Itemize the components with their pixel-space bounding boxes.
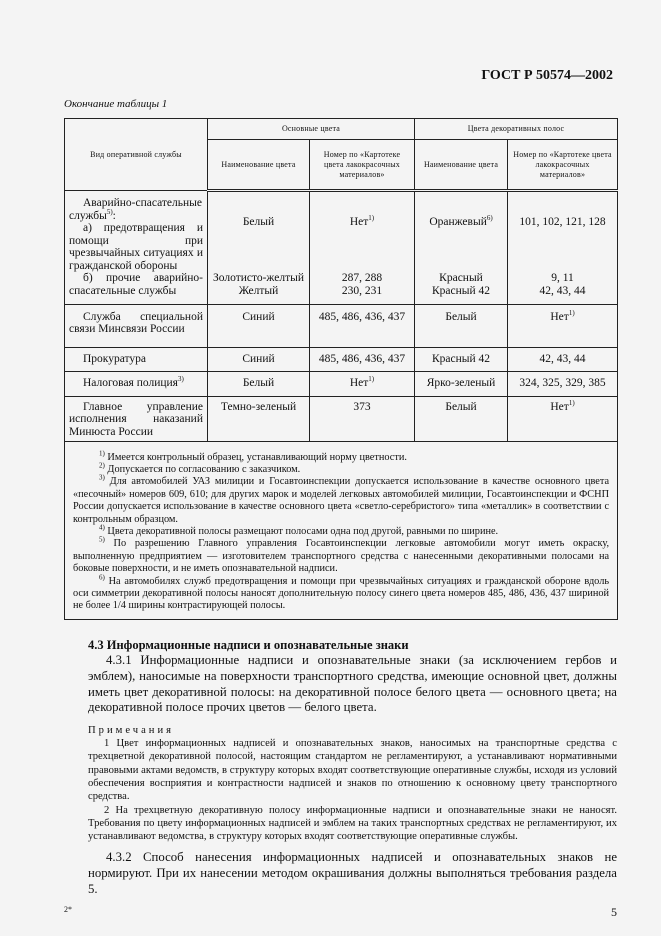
stripe-color-number: Нет1) <box>507 303 619 348</box>
main-color-name: Темно-зеленый <box>207 395 310 442</box>
table-row: б) прочие аварийно-спасательные службы З… <box>64 272 619 305</box>
paragraph-text: 4.3.2 Способ нанесения информационных на… <box>88 850 617 896</box>
header-stripe-colors: Цвета декоративных полос <box>414 118 619 140</box>
header-stripe-name: Наименование цвета <box>414 139 509 192</box>
page-body: Вид оперативной службы Основные цвета Цв… <box>63 118 619 920</box>
header-main-colors: Основные цвета <box>206 118 416 140</box>
footnote: 6) На автомобилях служб предотвращения и… <box>73 573 610 612</box>
service-cell: Главное управление исполнения наказаний … <box>64 395 208 442</box>
table-row: Налоговая полиция3) Белый Нет1) Ярко-зел… <box>64 370 619 397</box>
service-cell: б) прочие аварийно-спасательные службы <box>64 272 208 305</box>
main-color-number: Нет1) <box>308 370 416 397</box>
section-heading: 4.3 Информационные надписи и опознавател… <box>88 637 409 652</box>
footnote: 4) Цвета декоративной полосы размещают п… <box>99 523 499 537</box>
header-service: Вид оперативной службы <box>64 118 208 191</box>
stripe-color-number: Нет1) <box>507 395 619 442</box>
stripe-color-name: Белый <box>414 395 509 442</box>
color-table: Вид оперативной службы Основные цвета Цв… <box>63 118 619 620</box>
footnote: 1) Имеется контрольный образец, устанавл… <box>99 449 407 463</box>
main-color-number: 485, 486, 436, 437 <box>308 346 416 372</box>
stripe-color-name: Красный Красный 42 <box>414 272 509 305</box>
main-color-name: Синий <box>207 303 310 348</box>
stripe-color-number: 324, 325, 329, 385 <box>507 370 619 397</box>
section-4-3: 4.3 Информационные надписи и опознавател… <box>88 638 617 716</box>
stripe-color-number: 9, 11 42, 43, 44 <box>507 272 619 305</box>
table-caption: Окончание таблицы 1 <box>64 98 168 110</box>
header-stripe-number: Номер по «Картотеке цвета лакокрасочных … <box>507 139 619 192</box>
main-color-number: 373 <box>308 395 416 442</box>
footnote: 5) По разрешению Главного управления Гос… <box>73 535 610 575</box>
table-row: Служба специальной связи Минсвязи России… <box>64 303 619 348</box>
footnote: 3) Для автомобилей УАЗ милиции и Госавто… <box>73 473 610 525</box>
document-code: ГОСТ Р 50574—2002 <box>481 68 613 83</box>
main-color-number: 485, 486, 436, 437 <box>308 303 416 348</box>
stripe-color-number: 101, 102, 121, 128 <box>507 190 619 272</box>
notes: Примечания 1 Цвет информационных надписе… <box>88 724 617 844</box>
page-footer: 2* 5 <box>64 905 617 920</box>
stripe-color-name: Белый <box>414 303 509 348</box>
header-main-name: Наименование цвета <box>207 139 310 192</box>
note-1: 1 Цвет информационных надписей и опознав… <box>88 738 617 803</box>
main-color-number: 287, 288 230, 231 <box>308 272 416 305</box>
page-number: 5 <box>611 905 617 920</box>
paragraph-4-3-2: 4.3.2 Способ нанесения информационных на… <box>88 850 617 897</box>
stripe-color-name: Ярко-зеленый <box>414 370 509 397</box>
service-cell: Налоговая полиция3) <box>64 370 208 397</box>
stripe-color-number: 42, 43, 44 <box>507 346 619 372</box>
table-row: Главное управление исполнения наказаний … <box>64 395 619 442</box>
main-color-name: Золотисто-желтый Желтый <box>207 272 310 305</box>
footnotes-row: 1) Имеется контрольный образец, устанавл… <box>63 440 619 620</box>
main-color-name: Синий <box>207 346 310 372</box>
footnote: 2) Допускается по согласованию с заказчи… <box>99 461 301 475</box>
main-color-number: Нет1) <box>308 190 416 272</box>
sheet-mark: 2* <box>64 905 72 915</box>
service-cell: Аварийно-спасательные службы5): а) предо… <box>64 190 208 272</box>
paragraph-4-3-1: 4.3.1 Информационные надписи и опознават… <box>88 653 617 715</box>
header-main-number: Номер по «Картотеке цвета лакокрасочных … <box>308 139 416 192</box>
main-color-name: Белый <box>207 190 310 272</box>
note-2: 2 На трехцветную декоративную полосу инф… <box>88 804 617 843</box>
main-color-name: Белый <box>207 370 310 397</box>
stripe-color-name: Красный 42 <box>414 346 509 372</box>
notes-title: Примечания <box>88 724 174 736</box>
service-cell: Служба специальной связи Минсвязи России <box>64 303 208 348</box>
service-cell: Прокуратура <box>64 346 208 372</box>
stripe-color-name: Оранжевый6) <box>414 190 509 272</box>
table-row: Прокуратура Синий 485, 486, 436, 437 Кра… <box>64 346 619 372</box>
table-row: Аварийно-спасательные службы5): а) предо… <box>64 190 619 272</box>
table-footnotes: 1) Имеется контрольный образец, устанавл… <box>63 440 619 620</box>
